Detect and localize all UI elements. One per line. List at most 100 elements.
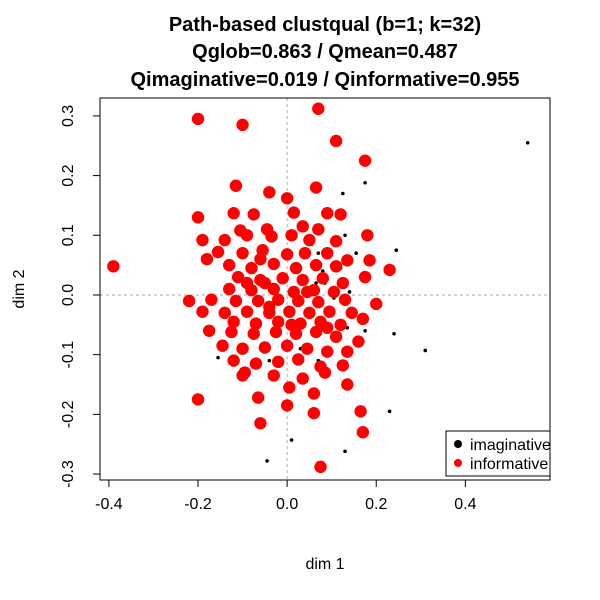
point-imaginative	[316, 251, 321, 255]
point-informative	[321, 246, 334, 260]
point-informative	[263, 300, 276, 314]
point-informative	[321, 321, 334, 334]
point-informative	[251, 391, 265, 404]
point-informative	[307, 406, 321, 420]
point-imaginative	[423, 348, 428, 353]
legend-marker-imaginative	[454, 440, 462, 448]
point-informative	[191, 211, 205, 224]
point-informative	[229, 294, 243, 308]
point-informative	[231, 270, 245, 284]
point-informative	[249, 317, 263, 330]
legend: imaginative informative	[445, 430, 551, 477]
point-informative	[309, 258, 323, 272]
point-informative	[358, 154, 372, 167]
y-tick-label: -0.2	[60, 400, 77, 428]
point-informative	[269, 325, 283, 339]
point-imaginative	[392, 331, 396, 336]
point-informative	[225, 325, 238, 339]
point-informative	[263, 186, 276, 199]
point-informative	[314, 460, 327, 474]
point-imaginative	[314, 281, 318, 285]
point-informative	[211, 245, 225, 259]
point-informative	[272, 355, 285, 369]
point-informative	[236, 118, 249, 132]
point-imaginative	[216, 355, 220, 360]
y-tick-label: 0.1	[60, 224, 77, 246]
point-informative	[247, 327, 260, 340]
point-imaginative	[341, 191, 345, 196]
point-informative	[240, 229, 254, 242]
x-tick-label: -0.4	[95, 496, 123, 513]
point-informative	[296, 220, 309, 233]
point-informative	[383, 263, 396, 277]
point-informative	[236, 369, 249, 382]
point-imaginative	[387, 409, 392, 414]
point-informative	[296, 273, 309, 287]
x-axis: -0.4 -0.2 0.0 0.2 0.4	[95, 479, 477, 513]
point-informative	[247, 208, 260, 221]
point-informative	[329, 235, 343, 248]
point-imaginative	[525, 140, 530, 145]
y-axis: -0.3 -0.2 -0.1 0.0 0.1 0.2 0.3	[60, 105, 101, 488]
point-informative	[356, 312, 370, 326]
series-informative	[107, 102, 396, 474]
y-tick-label: 0.2	[60, 164, 77, 186]
y-tick-label: -0.3	[60, 460, 77, 488]
point-informative	[223, 282, 236, 296]
point-informative	[307, 387, 321, 400]
x-tick-label: 0.0	[276, 496, 298, 513]
point-informative	[329, 260, 343, 273]
point-informative	[254, 417, 267, 430]
point-informative	[341, 254, 354, 267]
y-tick-label: 0.0	[60, 284, 77, 306]
x-tick-label: 0.4	[454, 496, 476, 513]
y-tick-label: -0.1	[60, 341, 77, 369]
point-imaginative	[320, 269, 325, 273]
point-informative	[285, 229, 298, 242]
point-informative	[309, 181, 323, 194]
point-informative	[191, 393, 205, 406]
point-imaginative	[354, 251, 358, 255]
point-informative	[321, 206, 334, 220]
point-informative	[334, 318, 347, 332]
point-informative	[236, 342, 249, 355]
point-informative	[223, 258, 236, 272]
point-imaginative	[343, 233, 347, 238]
point-informative	[280, 248, 294, 261]
point-informative	[205, 293, 218, 306]
point-informative	[200, 252, 214, 266]
point-informative	[336, 276, 350, 290]
point-informative	[336, 359, 350, 372]
point-informative	[285, 318, 298, 332]
point-informative	[298, 246, 312, 260]
point-informative	[249, 357, 263, 370]
point-informative	[196, 233, 209, 247]
point-informative	[216, 339, 229, 352]
point-informative	[327, 285, 341, 299]
point-informative	[329, 330, 343, 343]
point-informative	[292, 294, 305, 308]
x-tick-label: -0.2	[184, 496, 212, 513]
legend-marker-informative	[454, 459, 462, 467]
point-informative	[289, 261, 303, 275]
point-informative	[341, 378, 354, 391]
data-points	[107, 102, 530, 474]
point-informative	[316, 272, 329, 285]
point-informative	[300, 285, 314, 299]
point-informative	[267, 282, 280, 296]
point-informative	[202, 324, 216, 337]
point-informative	[236, 246, 249, 260]
x-tick-label: 0.2	[365, 496, 387, 513]
point-informative	[240, 305, 254, 318]
point-informative	[218, 233, 231, 247]
reference-lines	[100, 98, 550, 480]
point-informative	[227, 315, 240, 329]
point-informative	[280, 339, 294, 352]
point-informative	[303, 306, 316, 320]
point-informative	[352, 335, 365, 348]
point-informative	[191, 112, 205, 126]
point-informative	[254, 252, 267, 266]
point-informative	[245, 261, 258, 275]
point-informative	[272, 293, 285, 306]
point-informative	[240, 276, 254, 290]
